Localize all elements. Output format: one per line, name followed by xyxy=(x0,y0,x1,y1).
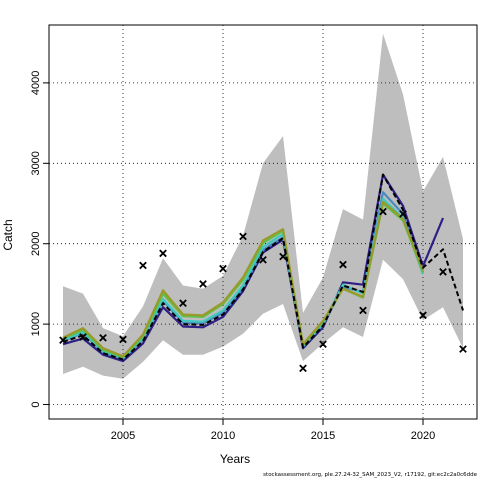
x-tick-label: 2010 xyxy=(211,430,235,442)
observation-point xyxy=(339,260,347,269)
y-tick-label: 4000 xyxy=(30,71,42,95)
observation-point xyxy=(119,335,127,344)
observation-point xyxy=(139,261,147,270)
series-layer xyxy=(62,173,464,363)
observation-point xyxy=(399,210,407,218)
observation-point xyxy=(359,306,367,315)
observation-point xyxy=(259,255,267,264)
observation-point xyxy=(79,333,87,341)
observations-layer xyxy=(59,207,467,373)
observation-point xyxy=(319,340,327,349)
observation-point xyxy=(239,232,247,241)
y-tick-label: 1000 xyxy=(30,312,42,336)
x-tick-label: 2020 xyxy=(411,430,435,442)
axis-layer: 2005 2010 2015 2020 0 1000 2000 3000 4000 xyxy=(30,71,435,442)
observation-point xyxy=(419,311,427,320)
observation-point xyxy=(179,299,187,308)
y-tick-label: 0 xyxy=(30,401,42,407)
observation-point xyxy=(439,268,447,276)
observation-point xyxy=(199,280,207,288)
observation-point xyxy=(459,345,467,353)
observation-point xyxy=(299,364,307,373)
x-axis-title: Years xyxy=(220,452,250,466)
observation-point xyxy=(279,252,287,261)
observation-point xyxy=(379,207,387,216)
footer-credit: stockassessment.org, ple.27.24-32_SAM_20… xyxy=(263,472,477,478)
series-line-6 xyxy=(62,173,464,361)
observation-point xyxy=(59,336,67,345)
x-tick-label: 2005 xyxy=(111,430,135,442)
observation-point xyxy=(99,333,107,342)
y-tick-label: 3000 xyxy=(30,151,42,175)
observation-point xyxy=(159,249,167,258)
y-tick-label: 2000 xyxy=(30,231,42,255)
grid-layer xyxy=(49,25,477,419)
y-axis-title: Catch xyxy=(1,219,15,250)
series-line-5 xyxy=(62,200,425,358)
x-tick-label: 2015 xyxy=(311,430,335,442)
plot-frame xyxy=(48,24,478,420)
observation-point xyxy=(219,264,227,273)
